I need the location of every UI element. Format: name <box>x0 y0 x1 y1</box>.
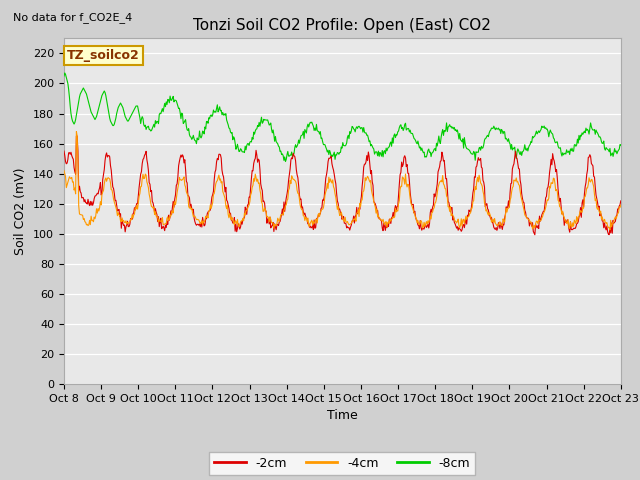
Text: TZ_soilco2: TZ_soilco2 <box>67 49 140 62</box>
Y-axis label: Soil CO2 (mV): Soil CO2 (mV) <box>15 168 28 255</box>
Legend: -2cm, -4cm, -8cm: -2cm, -4cm, -8cm <box>209 452 476 475</box>
X-axis label: Time: Time <box>327 409 358 422</box>
Title: Tonzi Soil CO2 Profile: Open (East) CO2: Tonzi Soil CO2 Profile: Open (East) CO2 <box>193 18 492 33</box>
Text: No data for f_CO2E_4: No data for f_CO2E_4 <box>13 12 132 23</box>
